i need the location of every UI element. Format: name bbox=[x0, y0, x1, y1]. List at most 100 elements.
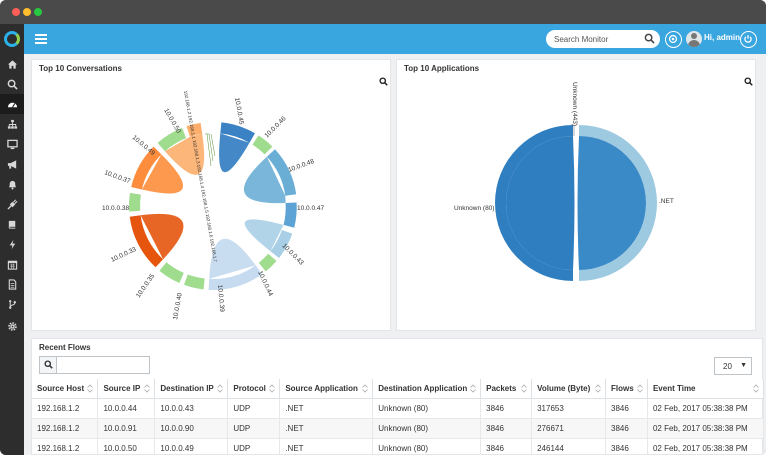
filter-search-button[interactable] bbox=[40, 357, 57, 373]
column-header[interactable]: Source IP bbox=[97, 379, 156, 399]
sidebar bbox=[0, 54, 24, 455]
sidebar-item-search[interactable] bbox=[0, 74, 24, 94]
app-arc-left bbox=[495, 125, 573, 281]
flows-filter-input[interactable] bbox=[60, 359, 146, 371]
chord-arc bbox=[258, 253, 277, 272]
column-header-label: Volume (Byte) bbox=[537, 383, 591, 393]
table-cell: 02 Feb, 2017 05:38:38 PM bbox=[647, 418, 765, 439]
sidebar-item-home[interactable] bbox=[0, 54, 24, 74]
sort-icon[interactable] bbox=[217, 384, 224, 393]
chord-arc bbox=[252, 135, 273, 155]
column-header[interactable]: Source Host bbox=[32, 379, 99, 399]
monitor-icon bbox=[6, 139, 18, 149]
sort-icon[interactable] bbox=[362, 384, 369, 393]
applications-panel: Top 10 Applications Unknown (443) Unknow… bbox=[396, 59, 756, 331]
page-size-select[interactable]: 20 ▼ bbox=[714, 357, 752, 375]
chord-label: 10.0.0.37 bbox=[103, 169, 131, 185]
search-icon[interactable] bbox=[644, 33, 655, 44]
column-header[interactable]: Source Application bbox=[279, 379, 374, 399]
applications-search-icon[interactable] bbox=[744, 77, 753, 86]
sidebar-item-alerts[interactable] bbox=[0, 154, 24, 174]
sidebar-item-calendar[interactable] bbox=[0, 254, 24, 274]
column-header[interactable]: Flows bbox=[605, 379, 648, 399]
chord-label: 10.0.0.47 bbox=[297, 205, 324, 212]
sidebar-item-workflows[interactable] bbox=[0, 294, 24, 314]
table-cell: 317653 bbox=[531, 398, 606, 419]
home-icon bbox=[7, 59, 17, 69]
table-cell: .NET bbox=[279, 418, 374, 439]
maximize-window-button[interactable] bbox=[34, 8, 42, 16]
table-cell: 10.0.0.43 bbox=[154, 398, 229, 419]
sidebar-item-topology[interactable] bbox=[0, 114, 24, 134]
sort-icon[interactable] bbox=[87, 384, 94, 393]
column-header[interactable]: Destination IP bbox=[154, 379, 229, 399]
sidebar-item-monitors[interactable] bbox=[0, 134, 24, 154]
chord-ribbon bbox=[140, 213, 184, 260]
sort-icon[interactable] bbox=[595, 384, 601, 393]
table-header-row: Source Host Source IP Destination IP Protoc… bbox=[32, 379, 765, 399]
recent-flows-panel: Recent Flows 20 ▼ Source Host Source IP De… bbox=[31, 338, 765, 455]
conversations-chord-chart: 10.0.0.45 10.0.0.46 10.0.0.48 10.0.0.47 … bbox=[102, 90, 324, 320]
support-icon[interactable] bbox=[665, 31, 682, 48]
logo-container[interactable] bbox=[0, 24, 24, 54]
column-header-label: Source Host bbox=[37, 383, 85, 393]
column-header-label: Source IP bbox=[103, 383, 141, 393]
sidebar-item-plugins[interactable] bbox=[0, 194, 24, 214]
column-header-label: Source Application bbox=[285, 383, 358, 393]
sidebar-item-notifications[interactable] bbox=[0, 174, 24, 194]
sidebar-item-events[interactable] bbox=[0, 234, 24, 254]
table-cell: Unknown (80) bbox=[372, 398, 482, 419]
search-icon bbox=[7, 79, 18, 90]
user-greeting[interactable]: Hi, admin bbox=[704, 33, 741, 42]
column-header[interactable]: Volume (Byte) bbox=[531, 379, 606, 399]
sort-icon[interactable] bbox=[753, 384, 759, 393]
search-monitor-input[interactable] bbox=[554, 33, 642, 45]
sort-icon[interactable] bbox=[521, 384, 527, 393]
chord-label: 10.0.0.35 bbox=[135, 273, 157, 300]
table-row[interactable]: 192.168.1.2 10.0.0.44 10.0.0.43 UDP .NET Unkn… bbox=[32, 398, 765, 419]
chord-arc bbox=[184, 274, 205, 290]
chord-arc bbox=[157, 127, 187, 152]
main-content: Top 10 Conversations bbox=[24, 54, 766, 455]
power-icon[interactable] bbox=[740, 31, 757, 48]
column-header-label: Flows bbox=[611, 383, 634, 393]
sort-icon[interactable] bbox=[637, 384, 643, 393]
chord-label: 10.0.0.44 bbox=[256, 270, 274, 298]
minimize-window-button[interactable] bbox=[23, 8, 31, 16]
column-header[interactable]: Destination Application bbox=[372, 379, 482, 399]
app-logo bbox=[4, 31, 20, 47]
sort-icon[interactable] bbox=[269, 384, 276, 393]
table-cell: UDP bbox=[227, 438, 281, 455]
menu-toggle-icon[interactable] bbox=[35, 34, 47, 44]
table-row[interactable]: 192.168.1.2 10.0.0.91 10.0.0.90 UDP .NET Unkn… bbox=[32, 418, 765, 439]
chord-arc bbox=[186, 122, 203, 137]
chord-arc bbox=[270, 230, 293, 258]
app-ribbon-right bbox=[577, 136, 646, 270]
sort-icon[interactable] bbox=[470, 384, 476, 393]
plug-icon bbox=[6, 199, 17, 210]
recent-flows-title: Recent Flows bbox=[39, 343, 91, 352]
sort-icon[interactable] bbox=[144, 384, 151, 393]
column-header[interactable]: Event Time bbox=[647, 379, 765, 399]
chord-ribbon bbox=[244, 219, 284, 252]
chord-label: 10.0.0.43 bbox=[281, 242, 305, 266]
column-header[interactable]: Protocol bbox=[227, 379, 281, 399]
chord-ribbon bbox=[141, 154, 184, 194]
close-window-button[interactable] bbox=[12, 8, 20, 16]
table-row[interactable]: 192.168.1.2 10.0.0.50 10.0.0.49 UDP .NET Unkn… bbox=[32, 438, 765, 455]
monitor-search bbox=[546, 30, 660, 48]
table-cell: 3846 bbox=[605, 438, 648, 455]
conversations-search-icon[interactable] bbox=[379, 77, 388, 86]
user-avatar[interactable] bbox=[686, 31, 702, 47]
document-icon bbox=[8, 278, 16, 290]
table-cell: 192.168.1.2 bbox=[32, 438, 99, 455]
column-header-label: Event Time bbox=[652, 383, 696, 393]
column-header[interactable]: Packets bbox=[480, 379, 533, 399]
column-header-label: Destination Application bbox=[378, 383, 468, 393]
sidebar-item-settings[interactable] bbox=[0, 316, 24, 336]
sidebar-item-docs[interactable] bbox=[0, 214, 24, 234]
sidebar-item-reports[interactable] bbox=[0, 274, 24, 294]
table-cell: 02 Feb, 2017 05:38:38 PM bbox=[647, 438, 765, 455]
sidebar-item-dashboard[interactable] bbox=[0, 94, 24, 114]
table-cell: 10.0.0.49 bbox=[154, 438, 229, 455]
